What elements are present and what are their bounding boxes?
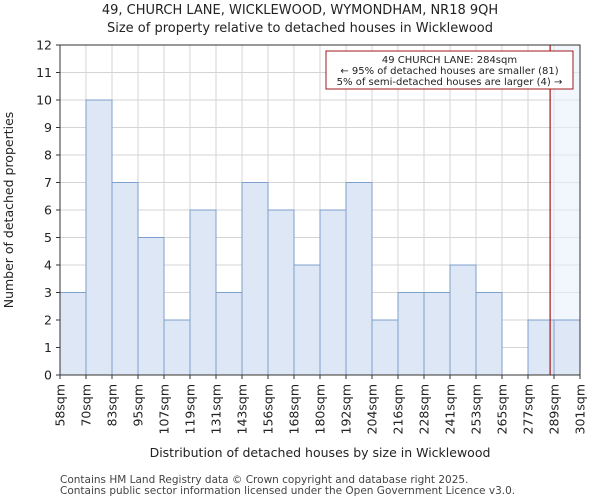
bar-95sqm <box>137 237 165 376</box>
y-tick-label: 11 <box>36 65 52 80</box>
y-tick-label: 6 <box>44 203 52 218</box>
x-tick-label: 216sqm <box>391 384 406 434</box>
y-tick-label: 2 <box>44 313 52 328</box>
x-tick-label: 265sqm <box>495 384 510 434</box>
bar-180sqm <box>319 209 347 376</box>
x-tick-label: 277sqm <box>521 384 536 434</box>
footer-line1: Contains HM Land Registry data © Crown c… <box>60 474 468 486</box>
x-tick-label: 204sqm <box>365 384 380 434</box>
bar-241sqm <box>449 264 477 376</box>
x-tick-label: 228sqm <box>417 384 432 434</box>
bar-253sqm <box>475 292 503 376</box>
y-tick-label: 1 <box>44 340 52 355</box>
y-tick-label: 9 <box>44 120 52 135</box>
bar-156sqm <box>267 209 295 376</box>
annotation-box: 49 CHURCH LANE: 284sqm ← 95% of detached… <box>325 50 574 90</box>
annotation-frame <box>325 50 574 90</box>
y-tick-label: 12 <box>36 38 52 53</box>
bar-192sqm <box>345 182 373 376</box>
x-tick-label: 156sqm <box>261 384 276 434</box>
y-tick-label: 7 <box>44 175 52 190</box>
bar-204sqm <box>371 319 399 376</box>
x-tick-label: 253sqm <box>469 384 484 434</box>
bar-119sqm <box>189 209 217 376</box>
bar-216sqm <box>397 292 425 376</box>
y-tick-label: 10 <box>36 93 52 108</box>
x-tick-label: 143sqm <box>235 384 250 434</box>
y-tick-label: 0 <box>44 368 52 383</box>
x-tick-label: 119sqm <box>183 384 198 434</box>
y-tick-label: 3 <box>44 285 52 300</box>
bar-228sqm <box>423 292 451 376</box>
bar-168sqm <box>293 264 321 376</box>
annotation-line3: 5% of semi-detached houses are larger (4… <box>337 77 563 88</box>
x-tick-label: 83sqm <box>105 384 120 427</box>
bar-289sqm <box>553 319 581 376</box>
x-tick-label: 58sqm <box>53 384 68 427</box>
chart-title-line1: 49, CHURCH LANE, WICKLEWOOD, WYMONDHAM, … <box>102 3 498 18</box>
bar-131sqm <box>215 292 243 376</box>
x-tick-label: 192sqm <box>339 384 354 434</box>
x-tick-label: 168sqm <box>287 384 302 434</box>
bar-143sqm <box>241 182 269 376</box>
bar-70sqm <box>85 99 113 376</box>
y-tick-label: 5 <box>44 230 52 245</box>
x-tick-label: 241sqm <box>443 384 458 434</box>
x-axis-ticks: 58sqm 70sqm 83sqm 95sqm 107sqm 119sqm 131sqm 14… <box>53 375 588 434</box>
annotation-line2: ← 95% of detached houses are smaller (81… <box>340 66 558 77</box>
bar-58sqm <box>59 292 87 376</box>
x-tick-label: 95sqm <box>131 384 146 427</box>
chart-title-line2: Size of property relative to detached ho… <box>107 21 493 36</box>
annotation-line1: 49 CHURCH LANE: 284sqm <box>382 55 517 66</box>
x-tick-label: 180sqm <box>313 384 328 434</box>
y-tick-label: 8 <box>44 148 52 163</box>
y-tick-label: 4 <box>44 258 52 273</box>
y-axis-label: Number of detached properties <box>1 112 16 309</box>
bars <box>59 99 581 376</box>
bar-107sqm <box>163 319 191 376</box>
footer-line2: Contains public sector information licen… <box>60 485 515 497</box>
x-tick-label: 107sqm <box>157 384 172 434</box>
bar-83sqm <box>111 182 139 376</box>
x-tick-label: 289sqm <box>547 384 562 434</box>
x-axis-label: Distribution of detached houses by size … <box>150 445 491 460</box>
x-tick-label: 70sqm <box>79 384 94 427</box>
x-tick-label: 301sqm <box>573 384 588 434</box>
x-tick-label: 131sqm <box>209 384 224 434</box>
